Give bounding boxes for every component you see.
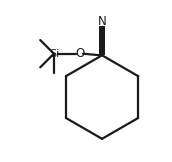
Text: Si: Si	[49, 49, 59, 59]
Text: O: O	[75, 47, 84, 60]
Text: N: N	[98, 15, 106, 28]
